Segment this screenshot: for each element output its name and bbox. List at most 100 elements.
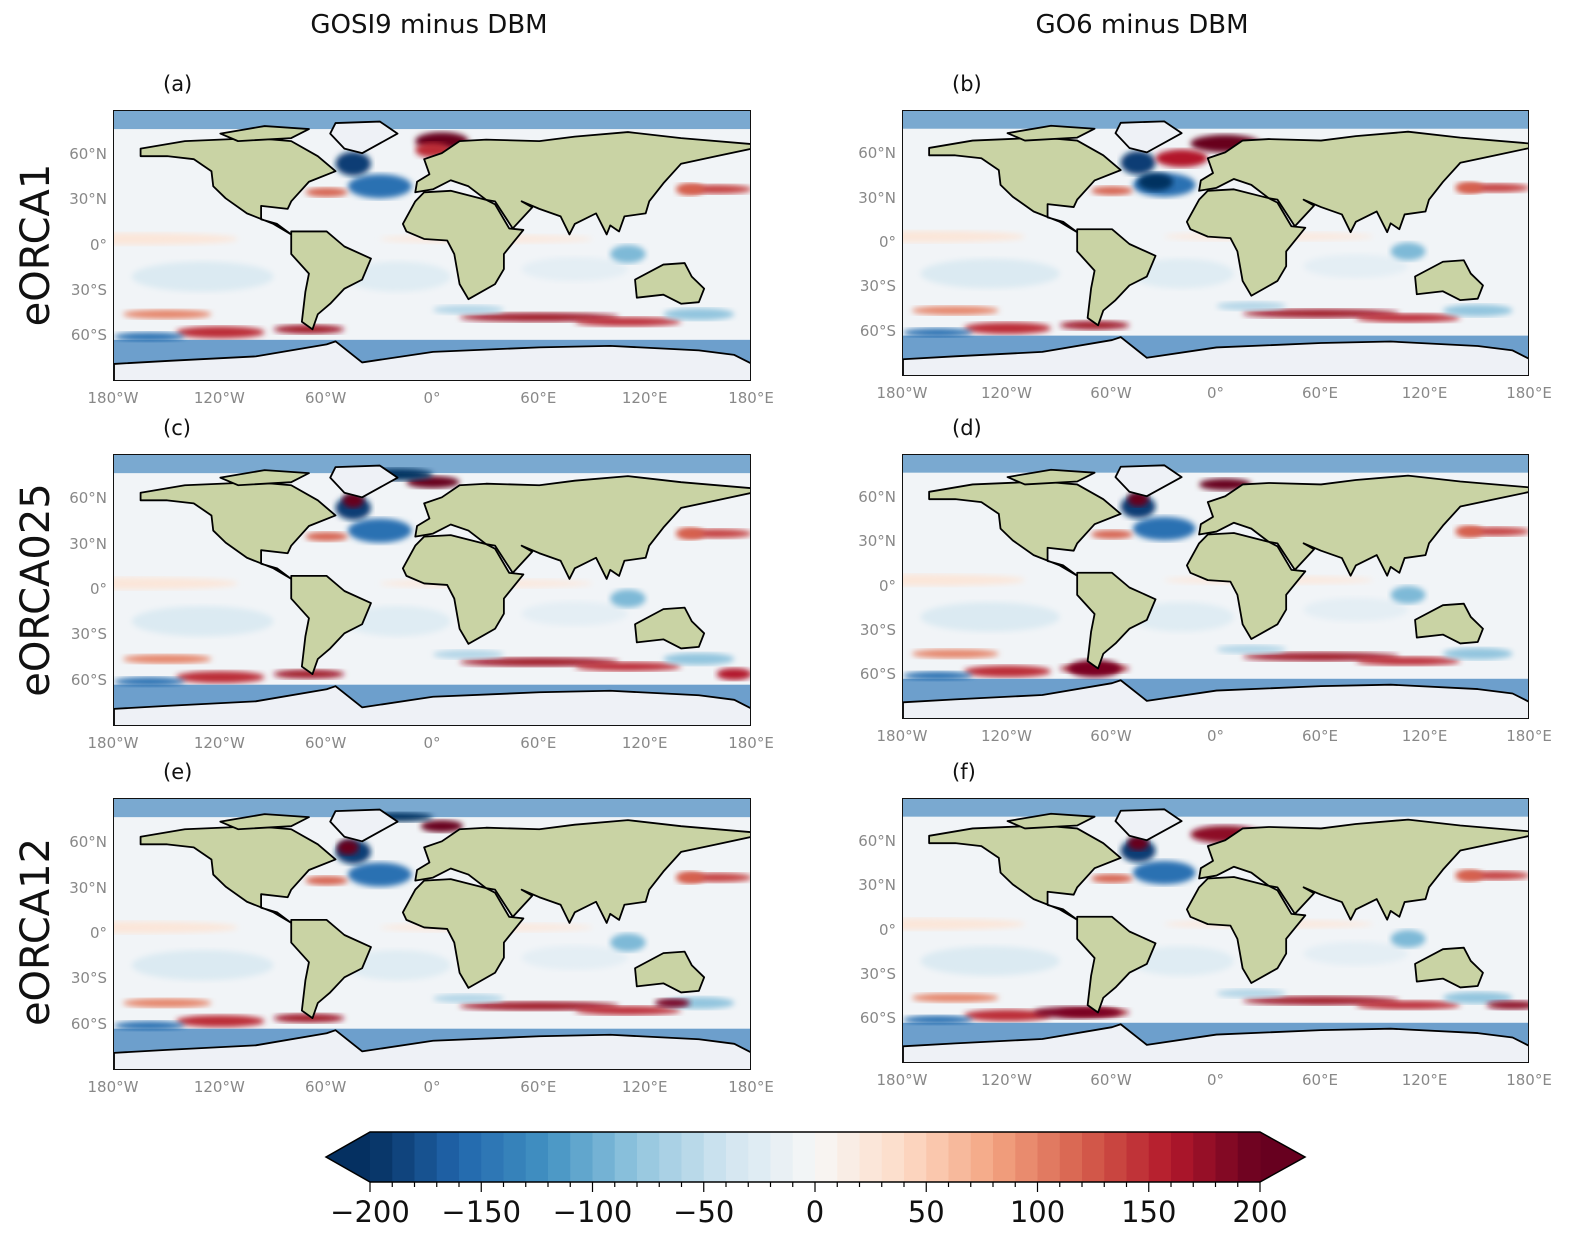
- landmass-na: [139, 825, 337, 924]
- anomaly-region: [433, 993, 504, 1003]
- panel-label: (d): [952, 416, 982, 440]
- anomaly-region: [122, 309, 212, 319]
- anomaly-region: [716, 668, 750, 681]
- anomaly-region: [903, 328, 973, 338]
- colorbar-level: [815, 1132, 838, 1182]
- panel-label: (a): [163, 72, 193, 96]
- anomaly-region: [1091, 186, 1133, 196]
- colorbar-level: [370, 1132, 393, 1182]
- colorbar-level: [859, 1132, 883, 1182]
- anomaly-region: [1442, 304, 1513, 317]
- lon-tick-label: 180°W: [876, 384, 928, 402]
- anomaly-region: [1355, 1000, 1461, 1010]
- lat-tick-label: 60°S: [70, 1014, 107, 1033]
- colorbar-tick-label: 200: [1232, 1195, 1288, 1229]
- anomaly-region: [131, 950, 274, 981]
- colorbar-level: [637, 1132, 660, 1182]
- lon-tick-label: 60°W: [304, 734, 347, 752]
- lat-tick-label: 30°S: [859, 964, 896, 983]
- anomaly-region: [114, 332, 185, 342]
- anomaly-region: [1068, 659, 1121, 678]
- anomaly-region: [122, 654, 212, 664]
- anomaly-region: [911, 993, 999, 1003]
- landmass-af: [1185, 532, 1307, 640]
- anomaly-region: [459, 312, 620, 322]
- anomaly-region: [1216, 644, 1287, 654]
- lat-tick-label: 0°: [878, 233, 896, 251]
- colorbar-level: [948, 1132, 972, 1182]
- column-title-gosi9: GOSI9 minus DBM: [310, 10, 548, 40]
- lat-tick-label: 0°: [878, 920, 896, 939]
- panel-label: (e): [163, 760, 193, 784]
- lat-tick-label: 30°N: [69, 534, 107, 553]
- anomaly-region: [433, 305, 504, 315]
- lon-tick-label: 60°W: [1090, 1071, 1132, 1089]
- lon-tick-label: 120°E: [621, 1078, 668, 1096]
- anomaly-region: [574, 662, 682, 672]
- lon-tick-label: 60°E: [520, 389, 557, 407]
- anomaly-region: [1132, 516, 1196, 541]
- greenland: [1114, 464, 1183, 498]
- lon-tick-label: 180°E: [1506, 1071, 1552, 1089]
- landmass-sa: [290, 230, 372, 331]
- landmass-sa: [290, 574, 372, 676]
- anomaly-region: [114, 921, 239, 934]
- lat-tick-label: 60°N: [858, 488, 896, 507]
- lon-tick-label: 60°W: [1090, 384, 1132, 402]
- anomaly-region: [347, 518, 412, 543]
- colorbar-level: [548, 1132, 571, 1182]
- anomaly-region: [663, 308, 735, 321]
- anomaly-region: [911, 306, 999, 315]
- landmass-an: [903, 1023, 1528, 1062]
- anomaly-region: [1455, 525, 1483, 538]
- colorbar-level: [837, 1132, 861, 1182]
- colorbar-level: [1193, 1132, 1217, 1182]
- colorbar-level: [525, 1132, 549, 1182]
- anomaly-region: [114, 677, 185, 687]
- lon-tick-label: 180°W: [876, 727, 928, 745]
- colorbar-level: [459, 1132, 482, 1182]
- anomaly-region: [610, 933, 646, 952]
- landmass-au: [634, 606, 706, 650]
- anomaly-region: [114, 1021, 185, 1031]
- anomaly-region: [1442, 991, 1513, 1004]
- anomaly-region: [347, 174, 412, 199]
- landmass-af: [1185, 876, 1307, 984]
- colorbar-tick-label: −100: [552, 1195, 633, 1229]
- colorbar-extend-high: [1260, 1132, 1305, 1182]
- colorbar-tick-label: −200: [330, 1195, 410, 1229]
- anomaly-region: [521, 945, 628, 970]
- lon-tick-label: 120°E: [621, 734, 668, 752]
- lon-tick-label: 180°E: [728, 389, 774, 407]
- lon-tick-label: 120°E: [1401, 727, 1448, 745]
- anomaly-region: [131, 261, 274, 292]
- anomaly-region: [344, 261, 451, 292]
- landmass-an: [903, 336, 1528, 375]
- anomaly-region: [1091, 530, 1133, 539]
- anomaly-region: [654, 998, 690, 1008]
- colorbar-level: [614, 1132, 638, 1182]
- map: [902, 798, 1529, 1063]
- lat-tick-label: 30°S: [70, 969, 107, 988]
- lat-tick-label: 0°: [89, 235, 107, 254]
- lon-tick-label: 0°: [1206, 727, 1225, 745]
- anomaly-region: [1355, 313, 1461, 323]
- anomaly-region: [459, 1001, 620, 1011]
- anomaly-region: [963, 322, 1052, 335]
- anomaly-region: [675, 527, 705, 540]
- lon-tick-label: 180°E: [728, 734, 774, 752]
- anomaly-region: [963, 665, 1052, 678]
- lat-tick-label: 0°: [878, 576, 896, 595]
- anomaly-region: [1442, 647, 1513, 660]
- column-title-go6: GO6 minus DBM: [1035, 10, 1249, 40]
- arctic-band: [114, 799, 750, 818]
- panel-label: (f): [952, 760, 976, 784]
- lat-tick-label: 60°N: [858, 144, 896, 163]
- lon-tick-label: 120°W: [193, 734, 245, 752]
- colorbar-level: [1126, 1132, 1150, 1182]
- colorbar-level: [681, 1132, 705, 1182]
- lon-tick-label: 120°E: [1401, 1071, 1448, 1089]
- anomaly-region: [1303, 597, 1409, 622]
